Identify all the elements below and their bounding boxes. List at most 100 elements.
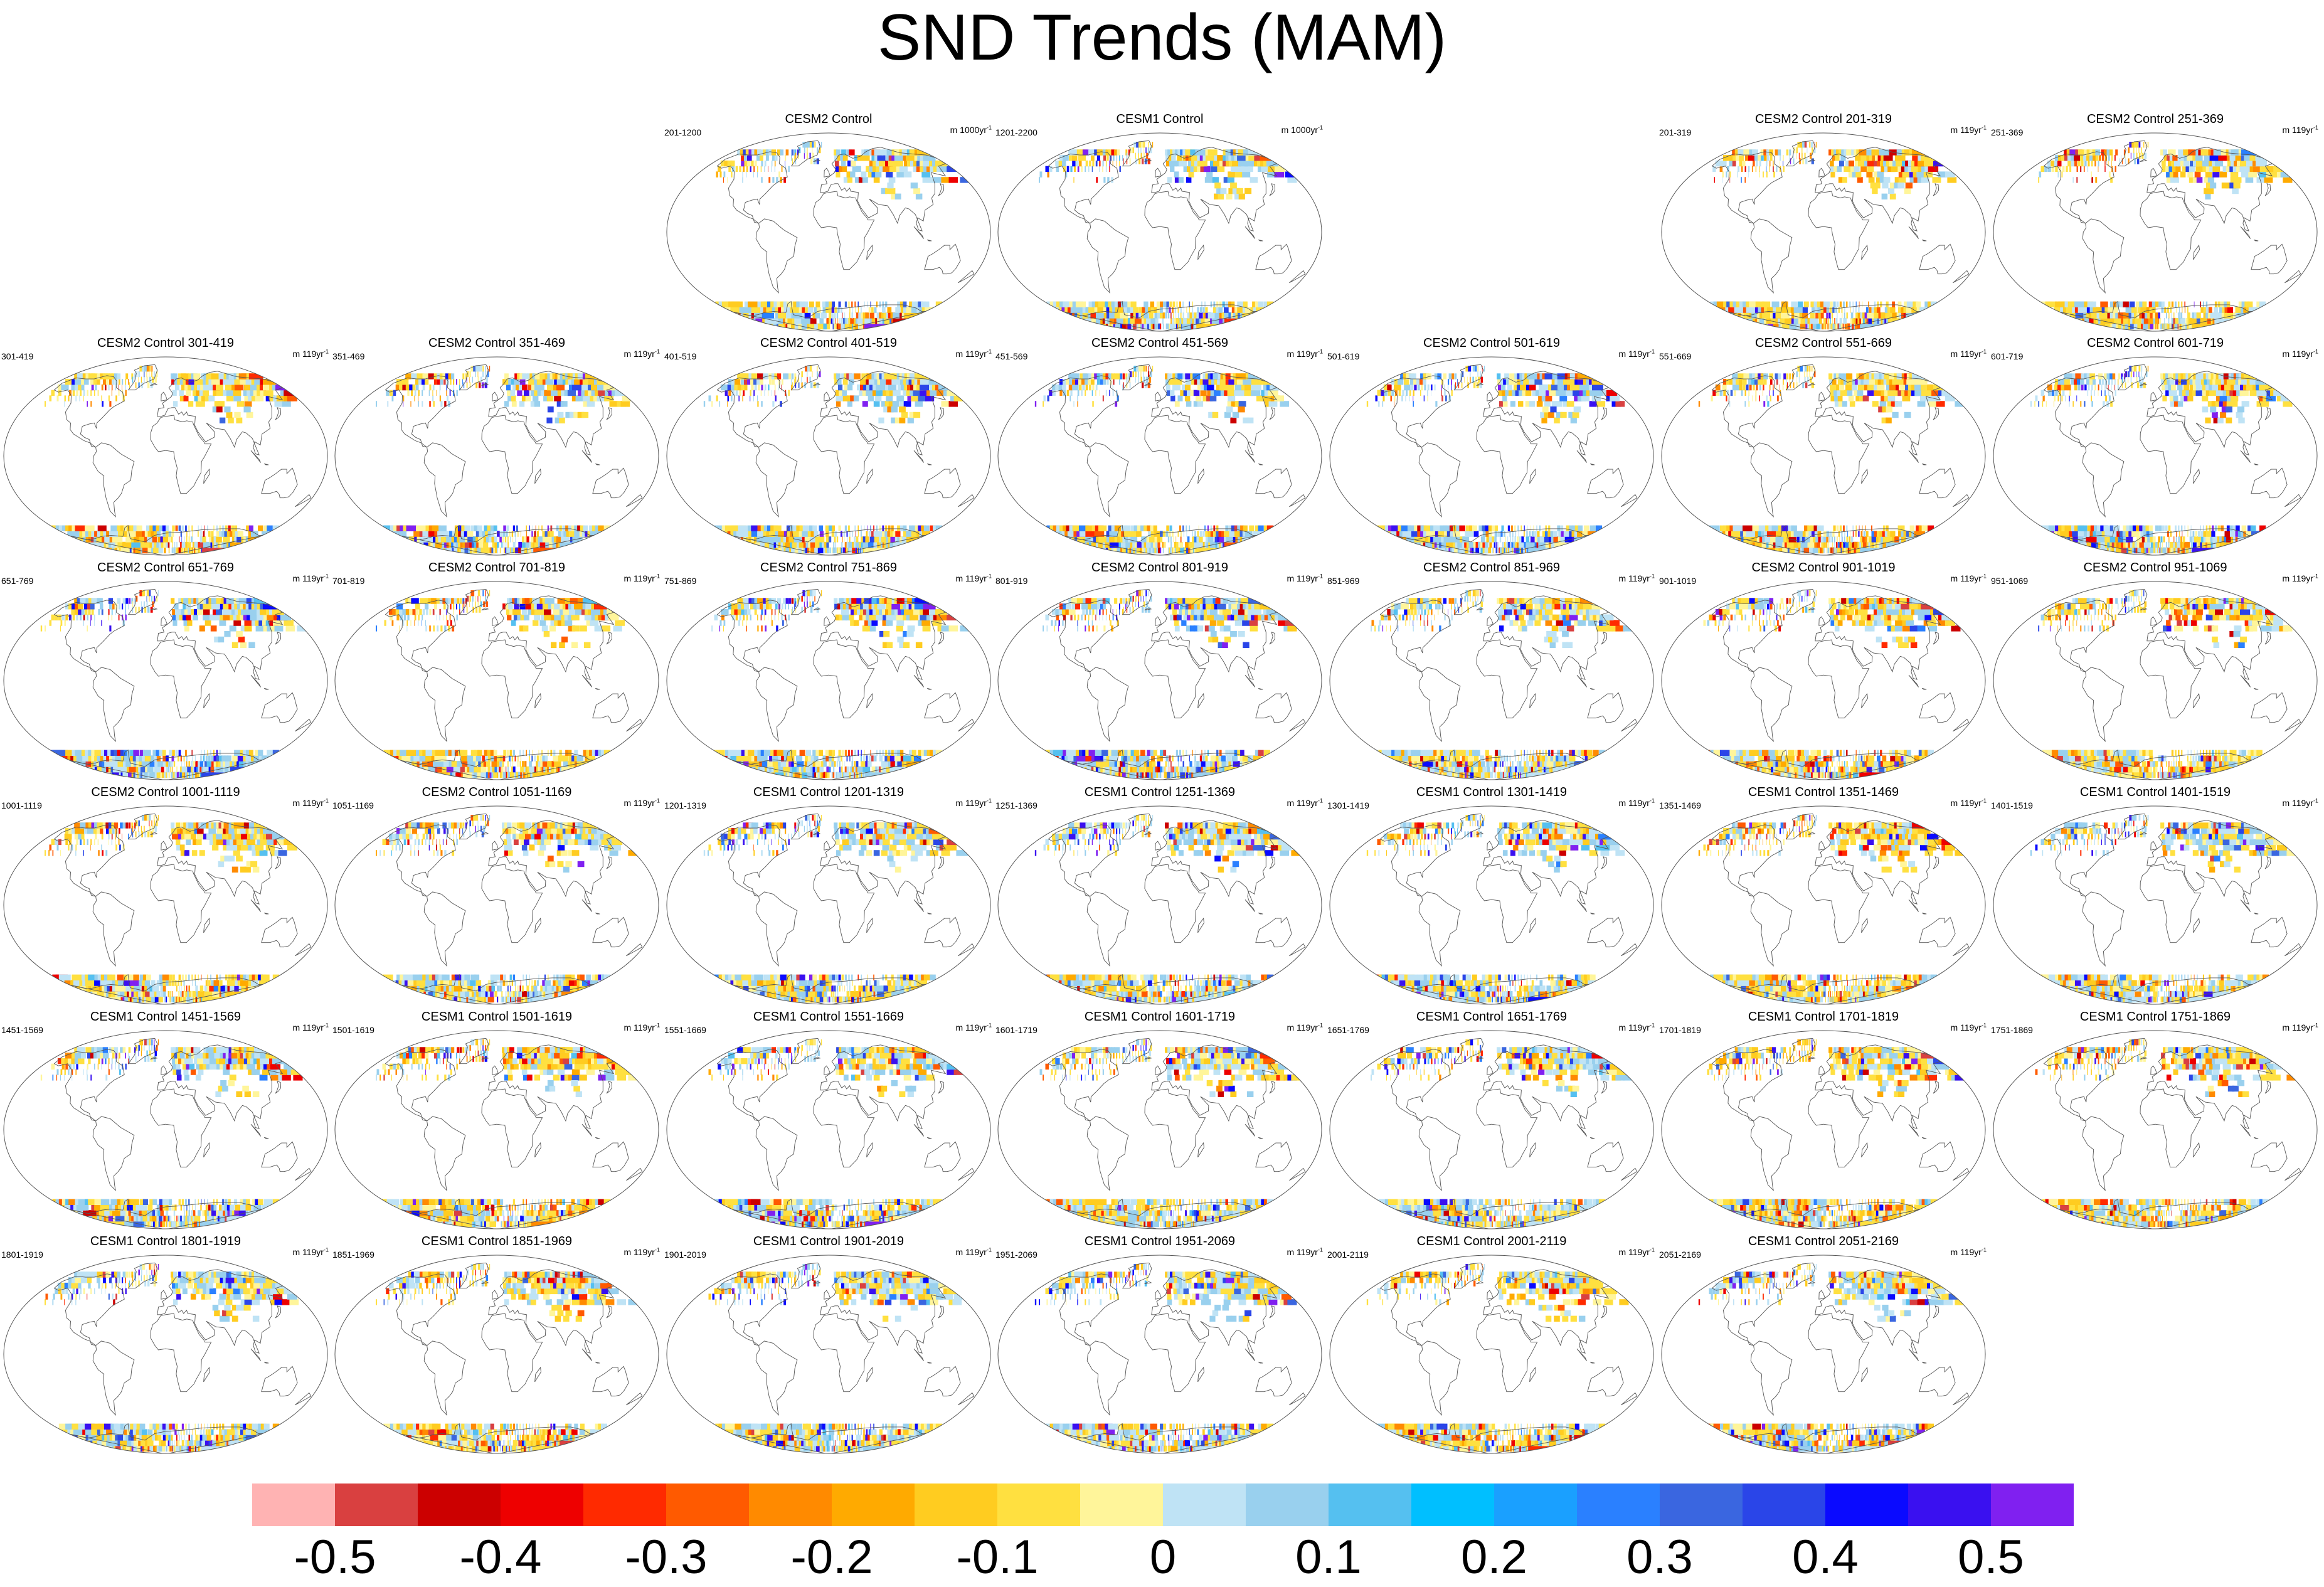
trend-cell <box>812 147 813 154</box>
trend-cell <box>1830 390 1835 396</box>
coastline-north-america <box>1048 375 1119 448</box>
trend-cell <box>1573 390 1582 396</box>
trend-cell <box>132 376 134 383</box>
trend-cell <box>1507 525 1510 531</box>
panel-year-range: 201-1200 <box>664 127 701 138</box>
trend-cell <box>516 384 521 391</box>
trend-cell <box>64 395 66 401</box>
world-map <box>334 356 659 556</box>
trend-cell <box>1454 384 1455 391</box>
trend-cell <box>1866 307 1869 313</box>
trend-cell <box>1172 384 1177 391</box>
trend-cell <box>2114 166 2116 172</box>
trend-cell <box>1820 323 1823 330</box>
trend-cell <box>2138 147 2140 154</box>
trend-cell <box>1884 395 1892 401</box>
trend-cell <box>2209 155 2219 161</box>
trend-cell <box>149 525 154 531</box>
trend-cell <box>894 160 903 167</box>
trend-cell <box>2162 166 2167 172</box>
trend-cell <box>1839 373 1844 380</box>
trend-cell <box>888 525 891 531</box>
trend-cell <box>439 384 441 391</box>
trend-cell <box>1822 323 1824 330</box>
trend-cell <box>1558 531 1564 537</box>
trend-cell <box>743 373 751 380</box>
trend-cell <box>812 152 814 159</box>
trend-cell <box>1183 390 1189 396</box>
trend-cell <box>2136 152 2138 159</box>
trend-cell <box>1164 541 1166 548</box>
trend-cell <box>432 390 433 396</box>
world-map <box>1329 356 1654 556</box>
trend-cell <box>1167 149 1172 156</box>
trend-cell <box>1801 152 1803 159</box>
trend-cell <box>1129 382 1131 388</box>
trend-cell <box>213 390 220 396</box>
trend-cell <box>1821 541 1824 548</box>
coastline-island <box>1921 239 1927 242</box>
coastline-island <box>250 450 262 463</box>
trend-cell <box>1182 525 1184 531</box>
trend-cell <box>108 384 110 391</box>
trend-cell <box>1137 541 1144 548</box>
trend-cell <box>1143 147 1144 154</box>
trend-cell <box>2083 155 2088 161</box>
trend-cell <box>159 541 162 548</box>
trend-cell <box>1085 525 1095 531</box>
trend-cell <box>1734 390 1736 396</box>
trend-cell <box>2141 147 2142 154</box>
trend-cell <box>1096 149 1102 156</box>
trend-cell <box>869 312 874 319</box>
trend-cell <box>447 379 449 385</box>
trend-cell <box>764 166 765 172</box>
trend-cell <box>1820 312 1824 319</box>
trend-cell <box>1509 531 1511 537</box>
coastline-island <box>813 383 821 386</box>
trend-cell <box>519 401 525 407</box>
trend-cell <box>891 525 894 531</box>
trend-cell <box>872 166 879 172</box>
trend-cell <box>556 384 565 391</box>
trend-cell <box>1810 312 1815 319</box>
trend-cell <box>794 379 795 385</box>
trend-cell <box>1081 166 1083 172</box>
trend-cell <box>1778 149 1781 156</box>
trend-cell <box>571 525 575 531</box>
trend-cell <box>1402 390 1404 396</box>
trend-cell <box>1185 373 1192 380</box>
trend-cell <box>499 531 503 537</box>
trend-cell <box>2123 149 2126 156</box>
trend-cell <box>1187 390 1192 396</box>
trend-cell <box>1135 158 1137 164</box>
trend-cell <box>1172 531 1174 537</box>
trend-cell <box>2069 149 2077 156</box>
trend-cell <box>2106 149 2111 156</box>
trend-cell <box>899 166 908 172</box>
coastline-island <box>1576 450 1588 463</box>
coastline-island <box>492 391 499 401</box>
trend-cell <box>1150 371 1152 378</box>
trend-cell <box>777 373 782 380</box>
trend-cell <box>1814 317 1818 324</box>
trend-cell <box>2196 177 2203 183</box>
trend-cell <box>1833 373 1839 380</box>
coastline-north-america <box>1048 151 1119 224</box>
trend-cell <box>1153 317 1157 324</box>
trend-cell <box>815 312 820 319</box>
trend-cell <box>809 525 814 531</box>
trend-cell <box>196 390 202 396</box>
trend-cell <box>446 384 447 391</box>
coastline-island <box>938 183 945 196</box>
trend-cell <box>1752 149 1758 156</box>
trend-cell <box>1098 301 1107 307</box>
trend-cell <box>178 373 183 380</box>
trend-cell <box>154 531 158 537</box>
trend-cell <box>1237 307 1244 313</box>
trend-cell <box>1572 525 1576 531</box>
trend-cell <box>1833 301 1836 307</box>
snow-depth-trend-cells <box>703 366 964 554</box>
trend-cell <box>1143 371 1144 378</box>
trend-cell <box>1488 547 1491 554</box>
trend-cell <box>161 541 164 548</box>
